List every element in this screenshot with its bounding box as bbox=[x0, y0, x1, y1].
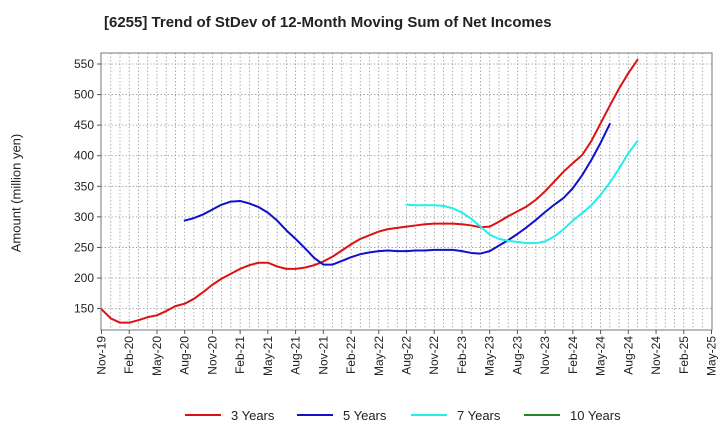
series-line-7-years bbox=[405, 140, 639, 245]
y-tick-label: 450 bbox=[74, 118, 94, 132]
y-tick-label: 300 bbox=[74, 210, 94, 224]
x-tick-label: May-20 bbox=[150, 336, 164, 376]
x-tick-label: Feb-23 bbox=[455, 336, 469, 374]
legend-item: 3 Years bbox=[185, 405, 274, 425]
legend-swatch bbox=[524, 414, 560, 416]
legend-item: 5 Years bbox=[297, 405, 386, 425]
y-tick-label: 200 bbox=[74, 271, 94, 285]
x-tick-label: Feb-24 bbox=[566, 336, 580, 374]
x-tick-layer: Nov-19 Feb-20 May-20 Aug-20 Nov-20 Feb-21 May-… bbox=[95, 330, 719, 376]
x-tick-label: Aug-24 bbox=[621, 336, 635, 375]
legend-swatch bbox=[411, 414, 447, 416]
x-tick-label: Aug-23 bbox=[510, 336, 524, 375]
x-tick-label: Aug-22 bbox=[400, 336, 414, 375]
y-tick-label: 150 bbox=[74, 302, 94, 316]
x-tick-label: Aug-20 bbox=[178, 336, 192, 375]
x-tick-label: Feb-25 bbox=[677, 336, 691, 374]
x-tick-label: Feb-21 bbox=[233, 336, 247, 374]
y-tick-label: 500 bbox=[74, 88, 94, 102]
legend-label: 5 Years bbox=[343, 407, 387, 423]
legend-label: 7 Years bbox=[457, 407, 501, 423]
legend-swatch bbox=[185, 414, 221, 416]
series-line-3-years bbox=[100, 58, 639, 324]
x-tick-label: May-23 bbox=[483, 336, 497, 376]
series-line-5-years bbox=[183, 122, 611, 266]
x-tick-label: Nov-24 bbox=[649, 336, 663, 375]
x-tick-label: Nov-19 bbox=[95, 336, 109, 375]
x-tick-label: Feb-20 bbox=[122, 336, 136, 374]
legend-item: 7 Years bbox=[411, 405, 500, 425]
legend-swatch bbox=[297, 414, 333, 416]
series-layer bbox=[100, 58, 639, 324]
x-tick-label: May-25 bbox=[705, 336, 719, 376]
x-tick-label: Nov-20 bbox=[205, 336, 219, 375]
chart-title: [6255] Trend of StDev of 12-Month Moving… bbox=[104, 14, 552, 31]
x-tick-label: Nov-22 bbox=[427, 336, 441, 375]
x-tick-label: May-21 bbox=[261, 336, 275, 376]
legend-label: 3 Years bbox=[231, 407, 275, 423]
x-tick-label: Aug-21 bbox=[289, 336, 303, 375]
y-tick-label: 350 bbox=[74, 179, 94, 193]
x-tick-label: Nov-21 bbox=[316, 336, 330, 375]
x-tick-label: Nov-23 bbox=[538, 336, 552, 375]
x-tick-label: May-22 bbox=[372, 336, 386, 376]
legend: 3 Years 5 Years 7 Years 10 Years bbox=[0, 405, 720, 425]
y-tick-label: 400 bbox=[74, 149, 94, 163]
legend-item: 10 Years bbox=[524, 405, 621, 425]
x-tick-label: May-24 bbox=[594, 336, 608, 376]
y-tick-label: 250 bbox=[74, 240, 94, 254]
y-tick-layer: 150 200 250 300 350 400 450 500 550 bbox=[74, 57, 101, 316]
legend-label: 10 Years bbox=[570, 407, 621, 423]
grid-layer bbox=[101, 53, 712, 330]
y-tick-label: 550 bbox=[74, 57, 94, 71]
x-tick-label: Feb-22 bbox=[344, 336, 358, 374]
